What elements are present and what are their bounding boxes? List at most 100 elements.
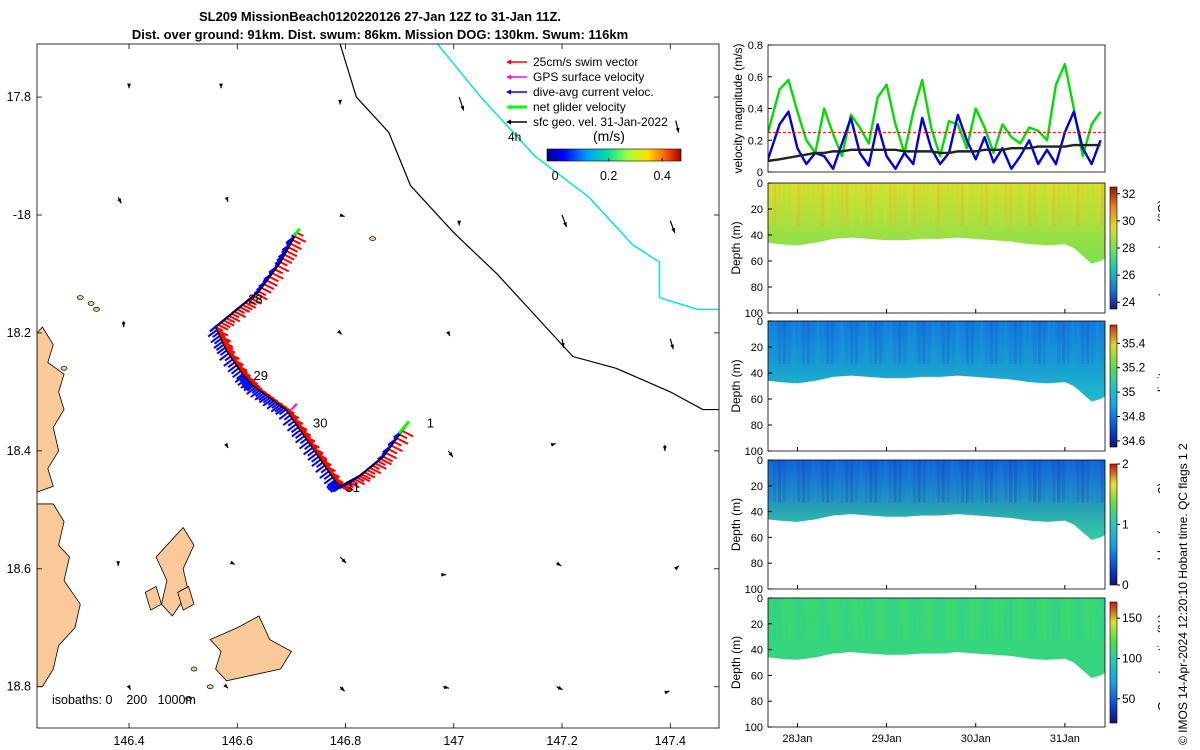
- profile-column: [879, 598, 883, 641]
- profile-column: [999, 598, 1003, 641]
- profile-column: [888, 321, 892, 364]
- day-label: 29: [254, 368, 268, 383]
- colorbar-label: Ox. sat. ratio (%): [1155, 614, 1160, 712]
- profile-column: [859, 598, 863, 641]
- profile-column: [864, 183, 868, 226]
- profile-column: [893, 460, 897, 503]
- geo-velocity-vector: [339, 213, 345, 218]
- profile-column: [1009, 321, 1013, 364]
- profile-column: [917, 183, 921, 226]
- heatmap-axes-frame: [767, 320, 1106, 452]
- geo-velocity-vector: [339, 556, 347, 564]
- profile-column: [970, 598, 974, 641]
- profile-column: [960, 321, 964, 364]
- profile-column: [1100, 321, 1104, 364]
- map-axes-frame: [36, 43, 720, 729]
- legend-entry: GPS surface velocity: [506, 70, 644, 84]
- profile-column: [1052, 460, 1056, 503]
- profile-column: [811, 321, 815, 364]
- profile-column: [883, 598, 887, 641]
- profile-column: [782, 321, 786, 364]
- profile-column: [1066, 598, 1070, 641]
- isobath-label: isobaths: 0 200 1000m: [52, 693, 196, 707]
- x-tick-label: 146.8: [330, 734, 361, 748]
- profile-column: [985, 183, 989, 226]
- profile-column: [1086, 183, 1090, 226]
- profile-column: [845, 321, 849, 364]
- geo-velocity-vector: [126, 684, 132, 690]
- colorbar-chl-a: [1109, 463, 1118, 586]
- profile-column: [768, 598, 772, 641]
- profile-column: [1018, 460, 1022, 503]
- y-tick-label: 0: [757, 455, 763, 467]
- colorbar-tick-label: 0: [552, 169, 559, 183]
- profile-column: [826, 460, 830, 503]
- island: [206, 684, 214, 690]
- profile-column: [941, 321, 945, 364]
- depth-ylabel: Depth (m): [729, 359, 743, 412]
- y-tick-label: 0.4: [748, 104, 763, 116]
- profile-column: [912, 321, 916, 364]
- island: [76, 295, 84, 300]
- profile-column: [927, 183, 931, 226]
- geo-velocity-vector: [556, 561, 562, 567]
- geo-velocity-vector: [229, 560, 236, 565]
- colorbar-tick-label: 100: [1122, 651, 1142, 665]
- profile-column: [946, 321, 950, 364]
- profile-column: [1009, 598, 1013, 641]
- profile-column: [1004, 460, 1008, 503]
- colorbar-tick-label: 34.8: [1122, 410, 1146, 424]
- profile-column: [1100, 460, 1104, 503]
- profile-column: [980, 321, 984, 364]
- profile-column: [855, 183, 859, 226]
- depth-ylabel: Depth (m): [729, 498, 743, 551]
- profile-column: [960, 598, 964, 641]
- scale-label: 4h: [508, 130, 521, 144]
- colorbar-label: temperature (°C): [1155, 200, 1160, 297]
- x-tick-label: 31Jan: [1050, 733, 1080, 745]
- profile-column: [1013, 598, 1017, 641]
- profile-column: [1095, 598, 1099, 641]
- geo-velocity-vector: [219, 83, 223, 89]
- geo-velocity-vector: [336, 329, 343, 335]
- profile-column: [830, 598, 834, 641]
- y-tick-label: 0: [757, 178, 763, 190]
- profile-column: [850, 321, 854, 364]
- profile-column: [874, 321, 878, 364]
- legend-entry: dive-avg current veloc.: [506, 85, 654, 99]
- profile-column: [864, 598, 868, 641]
- profile-column: [1013, 460, 1017, 503]
- geo-velocity-vector: [662, 444, 667, 451]
- y-tick-label: 18.6: [7, 562, 31, 576]
- profile-column: [893, 183, 897, 226]
- profile-column: [850, 460, 854, 503]
- svg-text:net glider velocity: net glider velocity: [533, 100, 626, 114]
- profile-column: [908, 598, 912, 641]
- profile-column: [840, 321, 844, 364]
- profile-column: [778, 460, 782, 503]
- profile-column: [773, 598, 777, 641]
- colorbar-tick-label: 50: [1122, 692, 1136, 706]
- colorbar-tick-label: 30: [1122, 214, 1136, 228]
- profile-column: [821, 183, 825, 226]
- profile-column: [845, 460, 849, 503]
- profile-column: [975, 183, 979, 226]
- profile-column: [826, 183, 830, 226]
- profile-column: [816, 183, 820, 226]
- geo-velocity-vector: [446, 330, 451, 337]
- profile-column: [1028, 183, 1032, 226]
- y-tick-label: 80: [751, 282, 763, 294]
- profile-column: [936, 183, 940, 226]
- profile-column: [927, 321, 931, 364]
- colorbar-tick-label: 26: [1122, 268, 1136, 282]
- profile-column: [840, 598, 844, 641]
- geo-velocity-vector: [339, 686, 346, 692]
- profile-column: [1052, 598, 1056, 641]
- profile-column: [797, 460, 801, 503]
- y-tick-label: 20: [751, 204, 763, 216]
- y-tick-label: 40: [751, 645, 763, 657]
- profile-column: [1066, 460, 1070, 503]
- colorbar-temperature: [1109, 186, 1118, 310]
